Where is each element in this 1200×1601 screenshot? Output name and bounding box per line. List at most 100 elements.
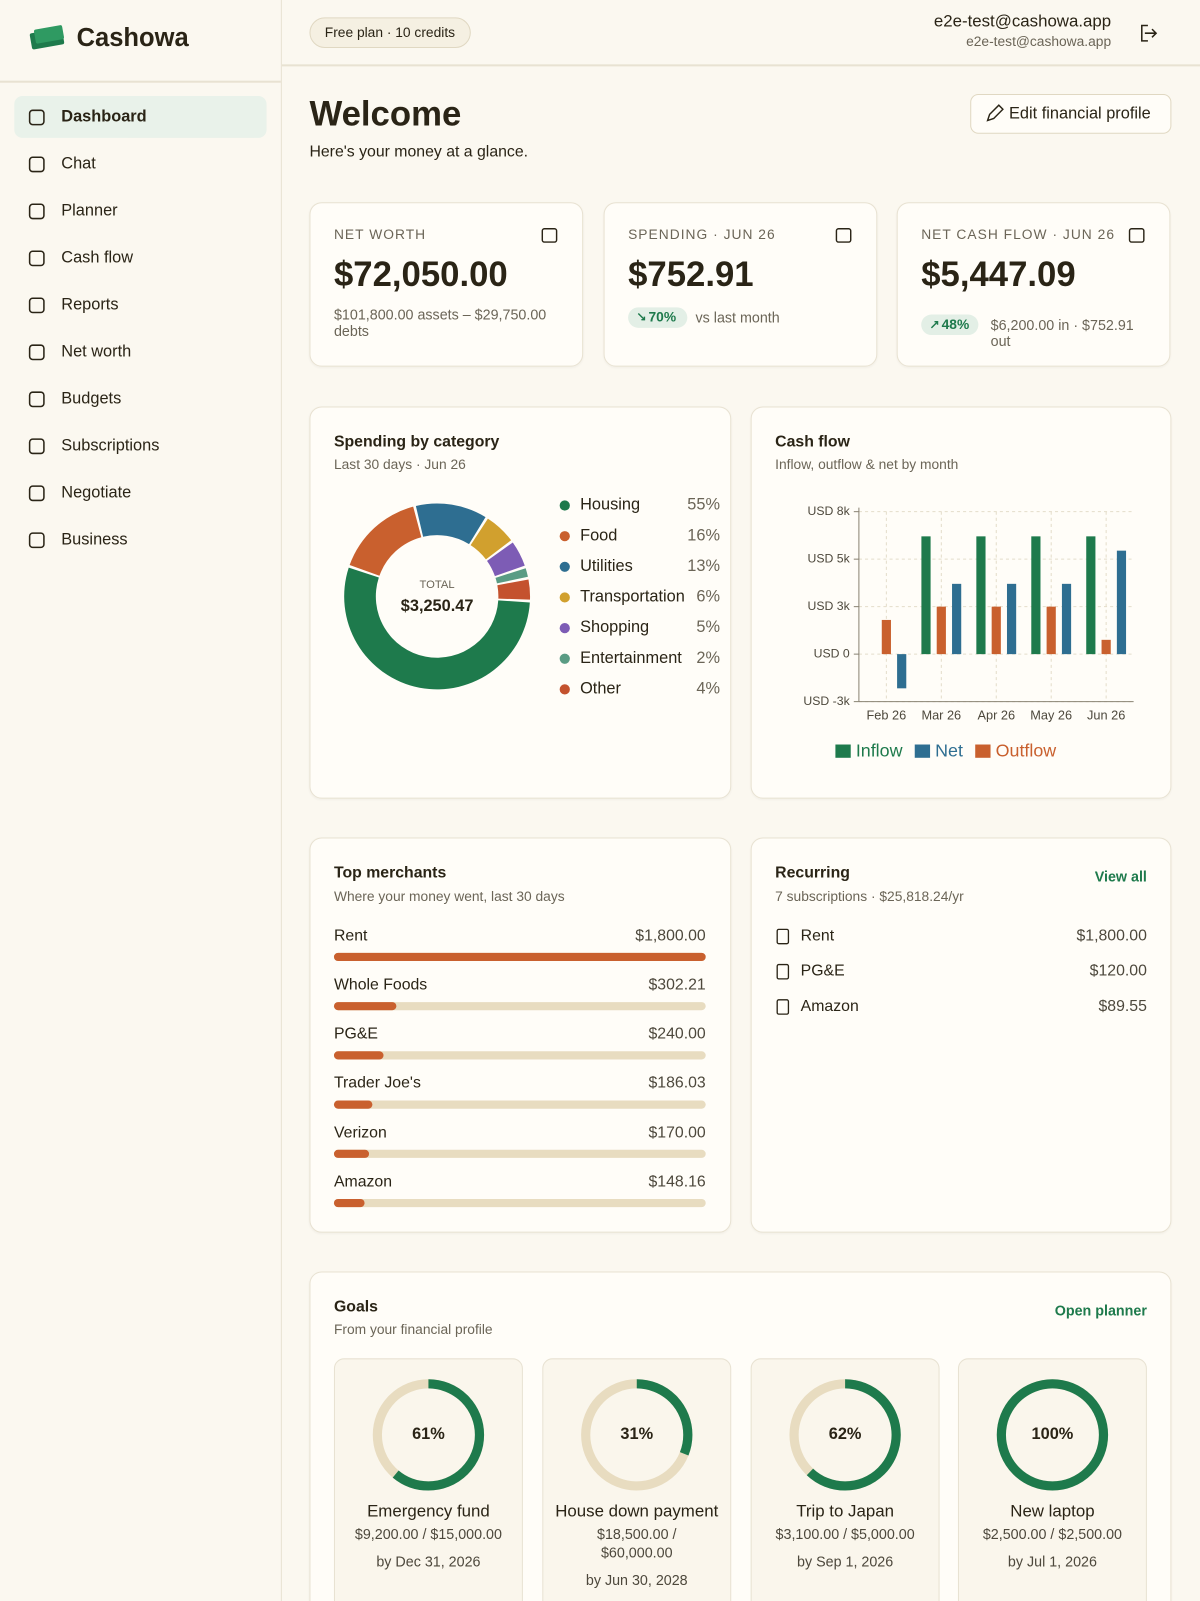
- bar-track: [333, 1002, 706, 1011]
- legend-label: Food: [580, 527, 618, 545]
- nav-icon: [28, 297, 45, 314]
- bar: [881, 619, 891, 655]
- merchant-name: Trader Joe's: [333, 1074, 421, 1093]
- goal-name: Emergency fund: [367, 1502, 490, 1521]
- nav-item[interactable]: Cash flow: [61, 249, 134, 267]
- y-tick-label: USD 5k: [807, 551, 850, 565]
- goal-percent: 62%: [829, 1425, 862, 1443]
- bill-icon: [776, 999, 790, 1015]
- donut-slice: [487, 542, 525, 577]
- trend-arrow: [637, 313, 646, 321]
- merchant-name: Rent: [333, 927, 368, 945]
- stat-value: $5,447.09: [921, 254, 1076, 294]
- card: [896, 202, 1171, 367]
- stat-badge: 70%: [648, 309, 677, 325]
- bar-track: [333, 1198, 706, 1208]
- nav-item[interactable]: Dashboard: [61, 108, 147, 127]
- x-tick-label: Feb 26: [867, 707, 907, 722]
- y-tick-label: USD 8k: [807, 504, 850, 518]
- stat-badge-bg: [628, 307, 688, 328]
- x-tick-label: Apr 26: [977, 707, 1015, 722]
- bar: [333, 952, 706, 962]
- stat-label: NET WORTH: [333, 226, 427, 242]
- card-title: Goals: [333, 1297, 378, 1316]
- merchant-amount: $1,800.00: [635, 927, 706, 945]
- merchant-amount: $302.21: [648, 976, 706, 994]
- x-tick-label: May 26: [1030, 707, 1072, 722]
- merchant-amount: $170.00: [648, 1123, 706, 1142]
- bar: [936, 606, 946, 655]
- legend-swatch: [914, 744, 931, 758]
- goal-amount: $3,100.00 / $5,000.00: [775, 1525, 915, 1542]
- legend-label: Net: [935, 740, 963, 760]
- bar-track: [333, 1100, 706, 1109]
- bar: [333, 1002, 397, 1011]
- logout-icon: [1141, 24, 1158, 42]
- card-subtitle: Inflow, outflow & net by month: [775, 456, 959, 472]
- donut-slice: [497, 579, 531, 600]
- nav-icon: [28, 109, 45, 126]
- stat-label: NET CASH FLOW · JUN 26: [921, 226, 1116, 242]
- view-all-link[interactable]: View all: [1094, 867, 1147, 885]
- header-divider: [281, 64, 1200, 66]
- nav-item[interactable]: Negotiate: [61, 484, 132, 502]
- goal-percent: 31%: [620, 1425, 653, 1443]
- stat-icon: [1128, 228, 1145, 243]
- goal-percent: 61%: [412, 1425, 445, 1443]
- recurring-amount: $1,800.00: [1076, 927, 1147, 945]
- legend-label: Housing: [580, 496, 641, 515]
- card: [309, 202, 584, 367]
- card-subtitle: 7 subscriptions · $25,818.24/yr: [775, 888, 964, 904]
- open-planner-link[interactable]: Open planner: [1054, 1301, 1147, 1319]
- donut-slice: [495, 568, 528, 584]
- y-tick-label: USD 0: [814, 646, 850, 660]
- stat-badge: 48%: [941, 316, 970, 332]
- goal-date: by Jun 30, 2028: [585, 1571, 688, 1588]
- donut-slice: [349, 506, 422, 576]
- bar: [333, 1198, 365, 1208]
- nav-item[interactable]: Net worth: [61, 343, 132, 361]
- legend-label: Inflow: [856, 740, 903, 760]
- stat-icon: [835, 228, 852, 243]
- recurring-name: Amazon: [800, 997, 859, 1015]
- user-email: e2e-test@cashowa.app: [966, 33, 1112, 49]
- stat-detail: $6,200.00 in · $752.91 out: [990, 316, 1134, 350]
- card-subtitle: Where your money went, last 30 days: [333, 888, 565, 904]
- bar-track: [333, 1051, 706, 1060]
- goal-name: Trip to Japan: [796, 1502, 894, 1521]
- merchant-name: Amazon: [333, 1173, 393, 1191]
- nav-item[interactable]: Reports: [61, 296, 119, 314]
- nav-icon: [28, 344, 45, 361]
- nav-icon: [28, 485, 45, 502]
- bill-icon: [776, 928, 790, 945]
- nav-item[interactable]: Business: [61, 531, 128, 549]
- legend-value: 6%: [696, 588, 721, 607]
- pencil-icon: [986, 104, 1004, 122]
- legend-value: 13%: [687, 558, 721, 576]
- nav-item[interactable]: Subscriptions: [61, 437, 160, 455]
- bar: [921, 536, 931, 655]
- sidebar: [0, 0, 282, 1601]
- card: [750, 837, 1172, 1233]
- card-title: Spending by category: [333, 432, 500, 451]
- bar: [1086, 536, 1096, 655]
- card: [309, 837, 732, 1233]
- legend-swatch: [975, 744, 991, 758]
- stat-badge-bg: [921, 314, 979, 335]
- legend-dot: [559, 531, 570, 542]
- x-tick-label: Mar 26: [921, 707, 961, 722]
- nav-item[interactable]: Chat: [61, 155, 96, 173]
- bar: [991, 606, 1001, 655]
- bar: [1061, 583, 1072, 655]
- stat-label: SPENDING · JUN 26: [628, 226, 776, 242]
- nav-item[interactable]: Budgets: [61, 390, 122, 408]
- legend-dot: [559, 684, 570, 695]
- edit-button[interactable]: Edit financial profile: [970, 93, 1172, 134]
- nav-item[interactable]: Planner: [61, 202, 118, 220]
- sidebar-divider: [0, 80, 281, 83]
- legend-dot: [559, 592, 570, 603]
- stat-icon: [541, 228, 558, 243]
